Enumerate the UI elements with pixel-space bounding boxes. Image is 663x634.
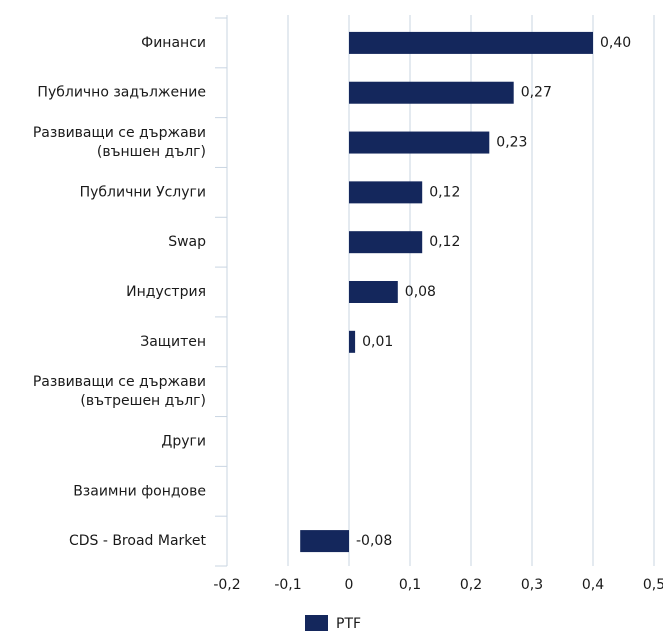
x-tick-label: -0,2 (213, 577, 240, 593)
y-tick-label: Защитен (140, 334, 206, 350)
y-tick-label: Други (161, 433, 206, 449)
x-tick-label: -0,1 (274, 577, 301, 593)
y-tick-label: Публични Услуги (80, 184, 206, 200)
bar (349, 31, 593, 54)
y-tick-label: Публично задължение (37, 85, 206, 101)
value-label: -0,08 (356, 533, 392, 549)
legend-label: PTF (336, 616, 361, 632)
bar (349, 131, 490, 154)
x-tick-label: 0,2 (460, 577, 482, 593)
y-tick-label: Взаимни фондове (73, 483, 206, 499)
value-label: 0,23 (496, 135, 527, 151)
bar (349, 231, 423, 254)
y-tick-label: Развиващи се държави (вътрешен дълг) (33, 374, 206, 409)
y-tick-label: CDS - Broad Market (69, 533, 207, 549)
x-tick-label: 0,4 (582, 577, 604, 593)
y-tick-label: Индустрия (126, 284, 206, 300)
value-label: 0,08 (405, 284, 436, 300)
y-tick-label: Развиващи се държави (външен дълг) (33, 125, 206, 160)
x-tick-label: 0,3 (521, 577, 543, 593)
bar (349, 281, 398, 303)
bar (349, 330, 356, 353)
x-tick-label: 0,1 (399, 577, 421, 593)
y-tick-label: Финанси (141, 35, 206, 51)
bar (300, 530, 349, 553)
value-label: 0,01 (362, 334, 393, 350)
bar (349, 181, 423, 204)
value-label: 0,27 (521, 85, 552, 101)
value-label: 0,12 (429, 184, 460, 200)
value-label: 0,40 (600, 35, 631, 51)
bar (349, 81, 514, 104)
value-label: 0,12 (429, 234, 460, 250)
x-tick-label: 0,5 (643, 577, 663, 593)
legend-swatch (305, 615, 328, 631)
y-tick-label: Swap (168, 234, 206, 250)
x-tick-label: 0 (345, 577, 354, 593)
